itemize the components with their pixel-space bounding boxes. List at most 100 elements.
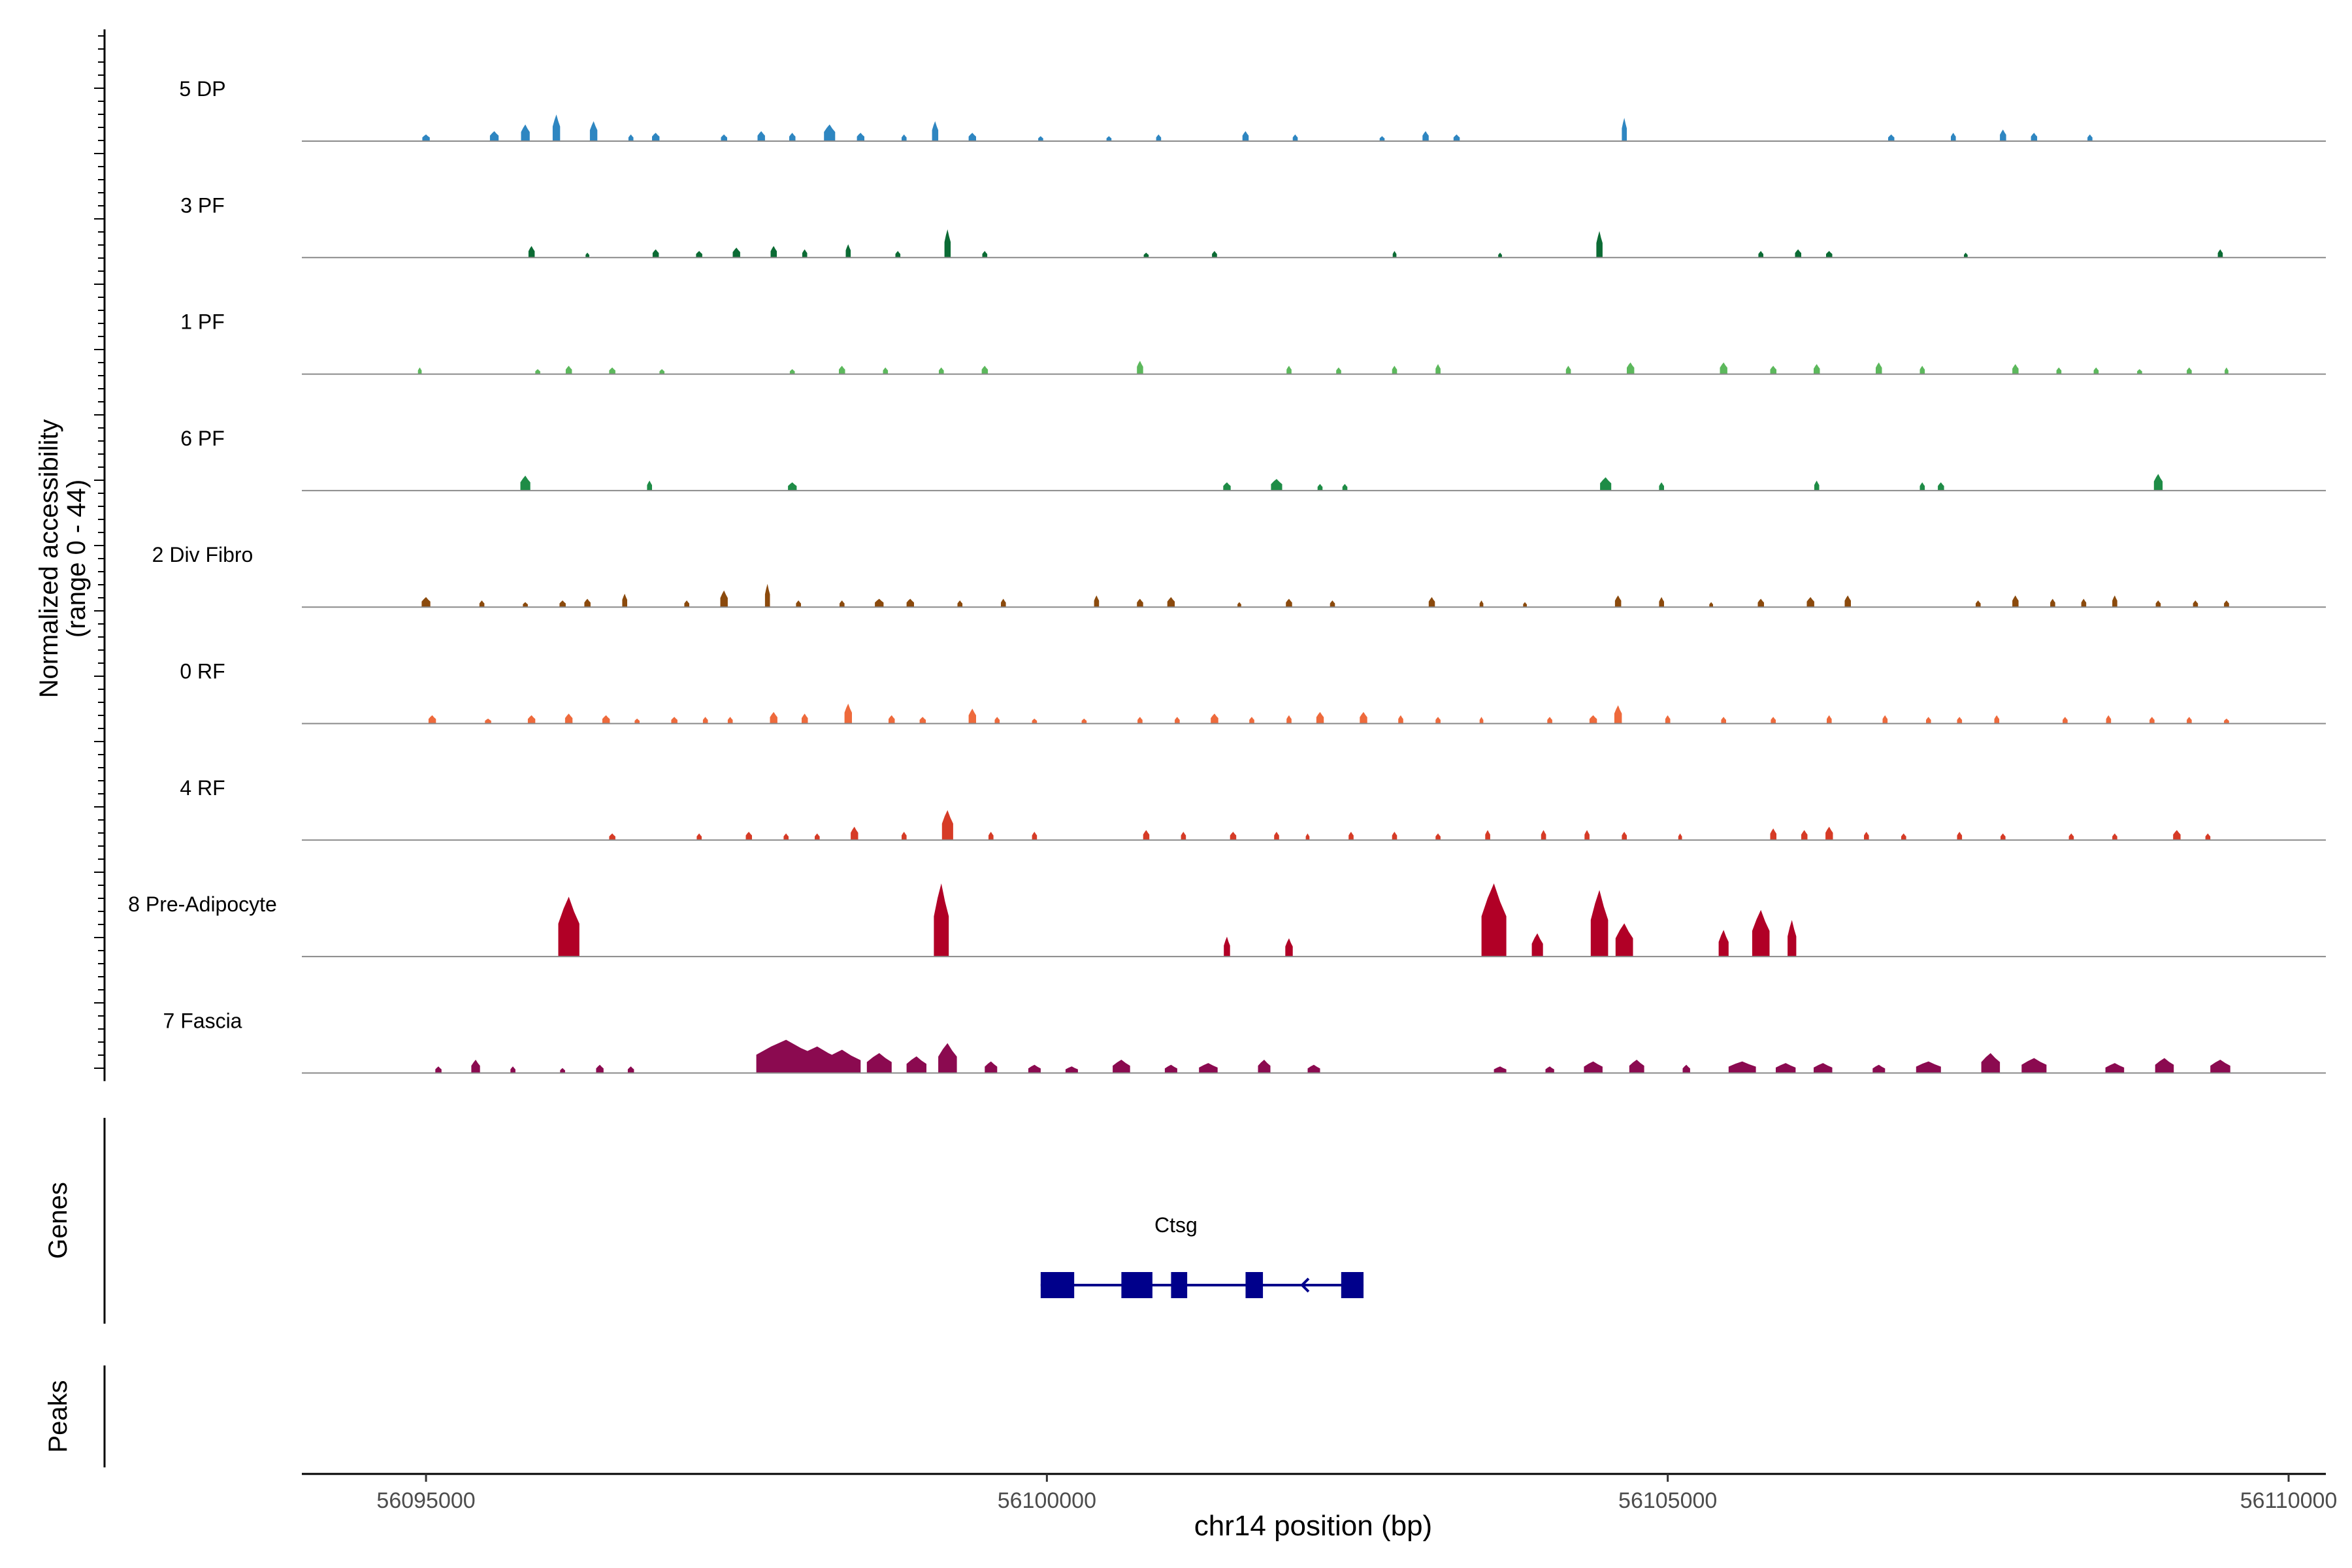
track-3-pf: 3 PF <box>180 193 2326 259</box>
coverage-peak <box>1964 252 1968 258</box>
coverage-peak <box>1428 596 1435 608</box>
coverage-peak <box>1627 362 1635 374</box>
coverage-peak <box>802 249 808 258</box>
coverage-peak <box>1600 477 1612 491</box>
coverage-peak <box>902 832 907 840</box>
coverage-peak <box>1164 1064 1177 1073</box>
coverage-peak <box>558 896 580 957</box>
coverage-peak <box>1814 364 1820 374</box>
coverage-peak <box>866 1053 892 1073</box>
coverage-peak <box>789 133 796 141</box>
coverage-peak <box>883 367 889 374</box>
coverage-peak <box>1330 600 1335 608</box>
y-axis-label-line: Normalized accessibility <box>35 419 63 698</box>
coverage-peak <box>2068 833 2074 840</box>
coverage-peak <box>1143 252 1149 258</box>
track-label: 1 PF <box>180 310 225 334</box>
coverage-peak <box>2012 595 2019 608</box>
coverage-peak <box>528 246 535 258</box>
coverage-peak <box>1237 602 1241 608</box>
coverage-peak <box>1876 362 1882 374</box>
coverage-peak <box>1916 1061 1941 1073</box>
coverage-peak <box>2153 474 2163 491</box>
coverage-peak <box>889 715 895 724</box>
coverage-peak <box>1032 832 1037 840</box>
coverage-peak <box>1249 717 1254 724</box>
gene-exon <box>1171 1272 1188 1298</box>
coverage-peak <box>721 134 727 141</box>
coverage-peak <box>840 600 845 608</box>
track-label: 2 Div Fibro <box>152 543 253 566</box>
coverage-peak <box>1271 479 1282 491</box>
track-6-pf: 6 PF <box>180 427 2326 491</box>
coverage-peak <box>941 810 953 840</box>
coverage-peak <box>1081 718 1087 724</box>
coverage-peak <box>985 1061 998 1073</box>
coverage-peak <box>535 369 540 374</box>
coverage-peak <box>1199 1063 1218 1073</box>
coverage-peak <box>1453 134 1460 141</box>
coverage-peak <box>981 365 988 374</box>
coverage-peak <box>647 480 652 491</box>
coverage-peak <box>944 229 951 258</box>
coverage-peak <box>1212 251 1217 258</box>
y-axis-label-line: (range 0 - 44) <box>62 480 91 638</box>
coverage-peak <box>764 583 770 608</box>
coverage-peak <box>1523 602 1527 608</box>
coverage-peak <box>2224 718 2229 724</box>
coverage-peak <box>2000 129 2006 141</box>
coverage-peak <box>1951 133 1956 141</box>
coverage-peak <box>1844 595 1851 608</box>
coverage-tracks: 5 DP 3 PF 1 PF 6 PF 2 Div Fibro 0 RF 4 RF 8 Pre… <box>128 77 2326 1074</box>
coverage-peak <box>652 249 659 258</box>
coverage-peak <box>589 121 598 141</box>
coverage-peak <box>1435 717 1441 724</box>
coverage-peak <box>1137 361 1143 374</box>
coverage-peak <box>428 715 436 724</box>
track-label: 0 RF <box>180 660 225 683</box>
coverage-peak <box>1175 717 1180 724</box>
coverage-peak <box>1825 826 1833 840</box>
coverage-peak <box>1614 705 1622 724</box>
coverage-peak <box>770 711 777 724</box>
coverage-peak <box>1752 909 1770 957</box>
coverage-peak <box>727 717 733 724</box>
coverage-peak <box>1728 1061 1756 1073</box>
coverage-peak <box>1976 600 1981 608</box>
gene-exon <box>1040 1272 1075 1298</box>
coverage-peak <box>1435 833 1441 840</box>
coverage-peak <box>789 369 795 374</box>
gene-exon <box>1121 1272 1152 1298</box>
coverage-peak <box>696 251 702 258</box>
coverage-peak <box>982 251 988 258</box>
coverage-peak <box>1622 832 1627 840</box>
coverage-peak <box>1392 832 1397 840</box>
coverage-peak <box>2001 833 2006 840</box>
coverage-peak <box>875 598 884 608</box>
coverage-peak <box>2056 367 2062 374</box>
coverage-peak <box>2205 833 2211 840</box>
coverage-peak <box>523 602 528 608</box>
coverage-peak <box>1771 717 1776 724</box>
coverage-peak <box>2105 1063 2125 1073</box>
coverage-peak <box>757 131 765 141</box>
gene-exon <box>1341 1272 1364 1298</box>
coverage-peak <box>1479 600 1484 608</box>
coverage-peak <box>1720 362 1727 374</box>
coverage-peak <box>1211 713 1218 724</box>
coverage-peak <box>1106 136 1112 141</box>
coverage-peak <box>1888 134 1895 141</box>
coverage-peak <box>628 134 634 141</box>
coverage-peak <box>1336 367 1341 374</box>
coverage-peak <box>823 1049 861 1073</box>
coverage-peak <box>844 704 852 724</box>
coverage-peak <box>994 717 1000 724</box>
coverage-peak <box>622 593 627 608</box>
coverage-peak <box>988 832 994 840</box>
coverage-peak <box>919 717 926 724</box>
track-7-fascia: 7 Fascia <box>163 1009 2326 1074</box>
coverage-peak <box>1065 1066 1078 1073</box>
coverage-peak <box>1258 1060 1271 1073</box>
coverage-peak <box>602 715 610 724</box>
